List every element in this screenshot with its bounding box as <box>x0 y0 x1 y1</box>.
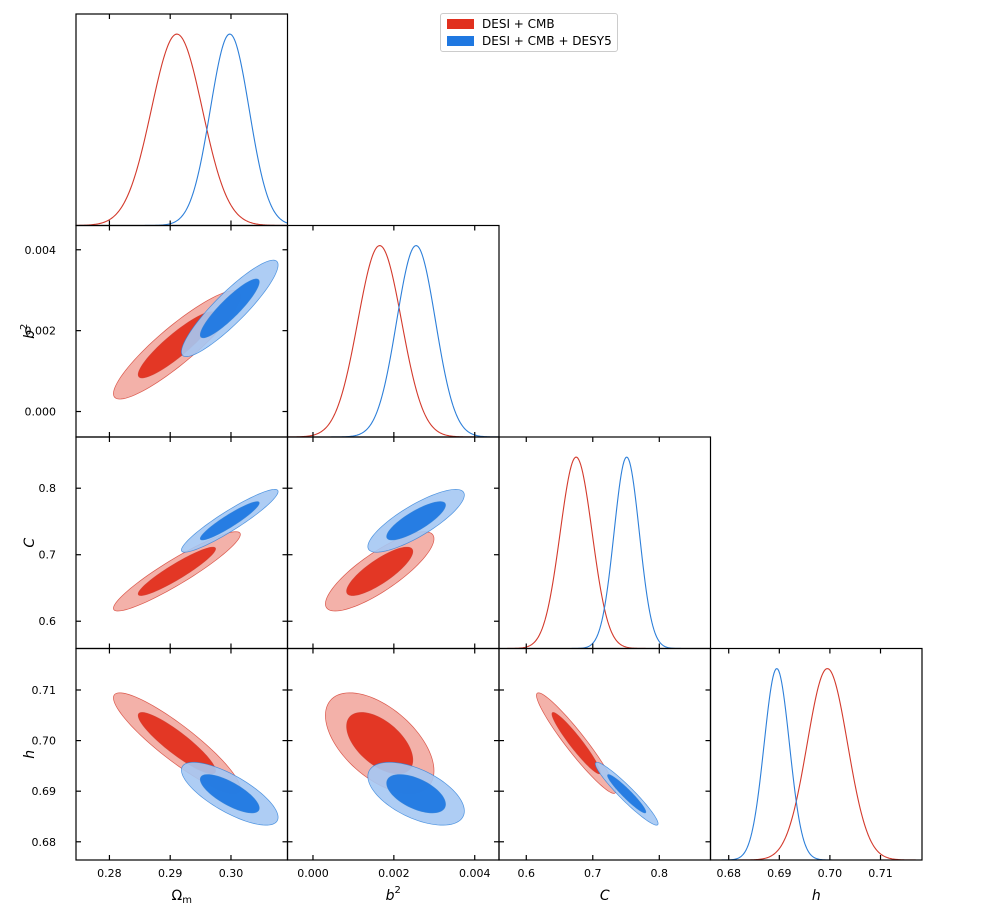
contour-inner-desi-cmb <box>137 546 216 596</box>
panel-frame <box>709 647 923 861</box>
contour-inner-desi-cmb <box>551 712 601 775</box>
marginal-curve-desi-cmb <box>710 668 922 860</box>
panel-content <box>710 667 922 860</box>
y-tick-label-b2: 0.002 <box>25 325 57 338</box>
y-tick-label-h: 0.69 <box>32 785 57 798</box>
marginal-curve-desi-cmb-desy5 <box>76 33 288 226</box>
legend-swatch-desi-cmb <box>447 18 474 29</box>
x-tick-label-c: 0.6 <box>518 867 536 880</box>
x-tick-label-omega-m: 0.28 <box>97 867 122 880</box>
legend: DESI + CMB DESI + CMB + DESY5 <box>440 13 618 52</box>
panel-content <box>536 692 659 826</box>
panel-content <box>287 245 499 437</box>
y-tick-label-h: 0.68 <box>32 836 57 849</box>
x-tick-label-b2: 0.002 <box>378 867 410 880</box>
panel-frame <box>286 224 500 438</box>
panel-frame <box>75 13 289 227</box>
legend-label-desi-cmb: DESI + CMB <box>482 16 555 31</box>
x-tick-label-b2: 0.000 <box>297 867 329 880</box>
x-tick-label-c: 0.7 <box>584 867 602 880</box>
contour-inner-desi-cmb-desy5 <box>199 774 260 814</box>
panel-omega-m-c <box>75 436 289 650</box>
x-tick-label-h: 0.71 <box>868 867 893 880</box>
y-tick-label-b2: 0.004 <box>25 244 57 257</box>
panel-content <box>76 33 288 226</box>
contour-inner-desi-cmb-desy5 <box>386 501 446 541</box>
marginal-curve-desi-cmb-desy5 <box>710 667 922 860</box>
x-tick-label-h: 0.68 <box>716 867 741 880</box>
marginal-curve-desi-cmb-desy5 <box>499 456 711 649</box>
contour-inner-desi-cmb <box>346 546 414 596</box>
panel-content <box>113 259 279 400</box>
legend-swatch-desi-cmb-desy5 <box>447 35 474 46</box>
y-tick-label-h: 0.70 <box>32 735 57 748</box>
x-tick-label-h: 0.70 <box>818 867 843 880</box>
legend-item-desi-cmb-desy5: DESI + CMB + DESY5 <box>447 33 612 48</box>
marginal-curve-desi-cmb <box>76 33 288 226</box>
y-tick-label-h: 0.71 <box>32 684 57 697</box>
panel-h-h <box>709 647 923 861</box>
panel-content <box>113 692 279 826</box>
panel-b2-b2 <box>286 224 500 438</box>
panel-b2-h <box>286 647 500 861</box>
x-tick-label-b2: 0.004 <box>459 867 491 880</box>
x-axis-label-omega-m: Ωm <box>172 888 192 906</box>
panel-b2-c <box>286 436 500 650</box>
marginal-curve-desi-cmb <box>499 456 711 649</box>
panel-content <box>325 692 465 826</box>
y-tick-label-b2: 0.000 <box>25 406 57 419</box>
panel-content <box>113 489 279 612</box>
panel-frame <box>498 436 712 650</box>
panel-omega-m-b2 <box>75 224 289 438</box>
y-axis-label-h: h <box>22 750 38 759</box>
contour-inner-desi-cmb-desy5 <box>386 774 446 814</box>
x-axis-label-b2: b2 <box>386 885 401 904</box>
x-tick-label-omega-m: 0.29 <box>158 867 183 880</box>
contour-inner-desi-cmb <box>346 712 414 775</box>
y-tick-label-c: 0.7 <box>39 549 57 562</box>
contour-inner-desi-cmb-desy5 <box>199 501 260 541</box>
panel-omega-m-h <box>75 647 289 861</box>
y-tick-label-c: 0.8 <box>39 482 57 495</box>
panel-frame <box>498 647 712 861</box>
y-tick-label-c: 0.6 <box>39 615 57 628</box>
marginal-curve-desi-cmb-desy5 <box>287 245 499 437</box>
x-tick-label-c: 0.8 <box>651 867 669 880</box>
y-axis-label-c: C <box>22 538 38 548</box>
panel-omega-m-omega-m <box>75 13 289 227</box>
x-axis-label-c: C <box>600 888 610 904</box>
legend-item-desi-cmb: DESI + CMB <box>447 16 555 31</box>
panel-content <box>499 456 711 649</box>
x-tick-label-omega-m: 0.30 <box>219 867 244 880</box>
legend-label-desi-cmb-desy5: DESI + CMB + DESY5 <box>482 33 612 48</box>
panel-frame <box>75 436 289 650</box>
panel-c-h <box>498 647 712 861</box>
x-axis-label-h: h <box>812 888 821 904</box>
contour-inner-desi-cmb-desy5 <box>199 278 260 339</box>
panel-c-c <box>498 436 712 650</box>
contour-inner-desi-cmb-desy5 <box>607 774 647 814</box>
x-tick-label-h: 0.69 <box>767 867 792 880</box>
panel-content <box>325 489 465 612</box>
